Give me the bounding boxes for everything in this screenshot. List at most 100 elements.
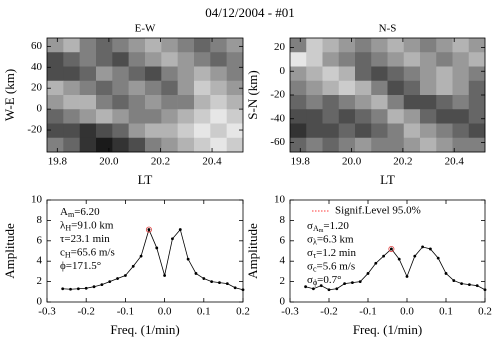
data-point [390,247,393,251]
heatmap-cell [436,66,453,82]
annotation-symbol: λ [60,219,66,231]
heatmap-cell [290,123,307,139]
heatmap-cell [452,123,470,139]
y-tick-label: 40 [31,61,43,73]
heatmap-cell [210,137,227,153]
y-tick-label: 6 [37,234,43,246]
heatmap-cell [63,52,80,67]
heatmap-cell [468,95,486,110]
heatmap-cell [161,66,178,82]
heatmap-cell [290,38,307,53]
heatmap-cell [128,95,146,110]
heatmap-cell [338,66,356,82]
heatmap-cell [338,52,356,67]
heatmap-cell [436,137,453,153]
heatmap-cell [210,52,227,67]
heatmap-cell [161,137,178,153]
heatmap-cell [63,38,80,53]
heatmap-cell [355,109,372,124]
heatmap-cell [63,95,80,110]
y-tick-label: -60 [270,136,285,148]
y-tick-label: 8 [37,214,43,226]
heatmap-cell [161,123,178,139]
x-tick-label: -0.1 [359,306,376,318]
annotation-symbol: σ [307,233,313,245]
figure-title: 04/12/2004 - #01 [205,5,295,20]
data-point [475,284,479,288]
heatmap-cell [452,80,470,96]
heatmap-cell [468,123,486,139]
data-point [76,287,80,291]
heatmap-cell [47,109,64,124]
heatmap-cell [79,80,97,96]
heatmap-cell [355,123,372,139]
panel-title: E-W [135,23,156,35]
data-point [210,280,214,283]
heatmap-cell [322,66,340,82]
y-tick-label: 6 [280,234,286,246]
heatmap-cell [145,109,162,124]
heatmap-cell [145,66,162,82]
y-tick-label: 4 [37,255,43,267]
heatmap-cell [452,95,470,110]
data-point [335,287,339,291]
heatmap-cell [47,52,64,67]
heatmap-cell [355,52,372,67]
data-point [397,257,401,261]
heatmap-cell [177,123,195,139]
x-tick-label: 0.0 [400,306,414,318]
peak-marker [145,226,152,233]
heatmap-cell [452,38,470,53]
heatmap-cell [226,66,244,82]
data-point [304,285,307,289]
data-point [343,282,346,286]
annotation: σc=5.6 m/s [307,260,355,273]
annotation: στ=1.2 min [307,247,356,260]
heatmap-cell [290,95,307,110]
heatmap-cell [306,137,323,153]
heatmap-cell [290,109,307,124]
annotation-symbol: A [60,206,68,218]
heatmap-cell [355,66,372,82]
heatmap-cell [145,52,162,67]
data-point [178,228,182,231]
annotation: cH=65.6 m/s [60,246,115,259]
data-point [413,254,417,258]
heatmap-cell [79,52,97,67]
x-tick-label: 20.0 [99,156,119,168]
heatmap-cell [79,38,97,53]
heatmap-cell [338,137,356,153]
heatmap-cell [403,95,421,110]
heatmap-cell [387,95,405,110]
heatmap-cell [112,80,129,96]
data-point [374,261,378,265]
y-tick-label: 8 [280,214,286,226]
heatmap-cell [355,95,372,110]
heatmap-cell [420,137,437,153]
data-point [139,254,143,258]
y-axis-label: S-N (km) [245,70,260,119]
heatmap-cell [322,137,340,153]
heatmap-cell [63,109,80,124]
heatmap-cell [112,123,129,139]
heatmap-cell [226,38,244,53]
annotation-symbol: σ [307,247,313,259]
x-tick-label: 0.2 [236,306,250,318]
heatmap-cell [96,52,113,67]
axes-frame [46,37,244,153]
annotation: Am=6.20 [60,206,100,219]
heatmap-cell [96,137,113,153]
heatmap-cell [403,123,421,139]
annotation-sub: H [65,223,71,232]
heatmap-cell [112,109,129,124]
y-tick-label: -20 [270,89,285,101]
annotation-symbol: σ [307,260,313,272]
heatmap-cell [63,80,80,96]
heatmap-cell [371,95,388,110]
heatmap-cell [371,38,388,53]
heatmap-cell [79,109,97,124]
heatmap-cell [468,109,486,124]
y-tick-label: 10 [31,194,43,206]
heatmap-cell [210,123,227,139]
